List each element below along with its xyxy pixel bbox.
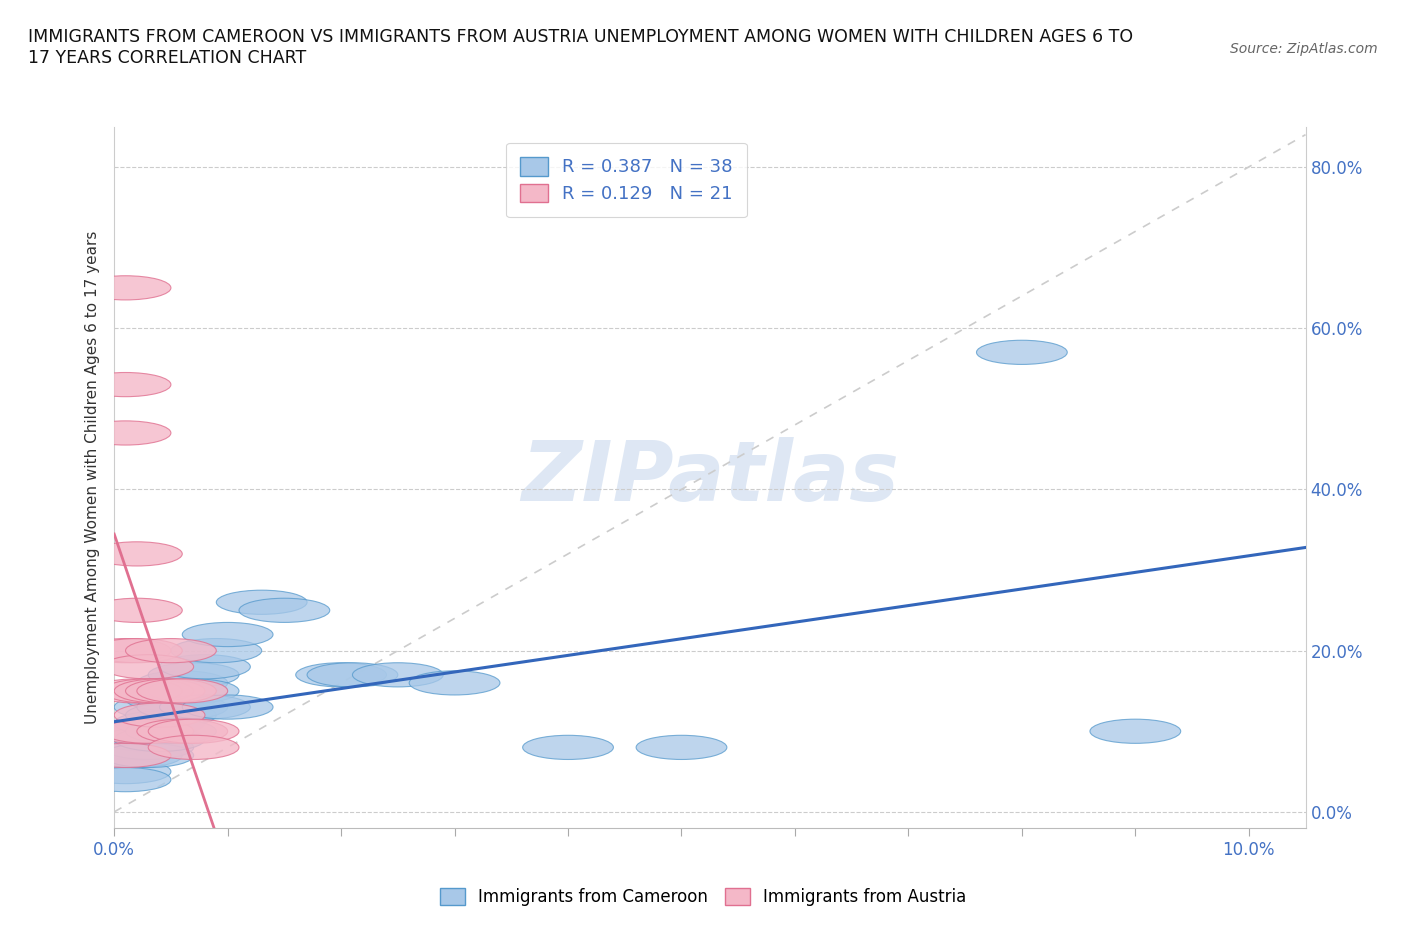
Ellipse shape	[80, 276, 172, 300]
Ellipse shape	[125, 679, 217, 703]
Ellipse shape	[217, 591, 307, 615]
Ellipse shape	[80, 743, 172, 767]
Ellipse shape	[103, 743, 194, 767]
Ellipse shape	[159, 695, 250, 719]
Ellipse shape	[103, 679, 194, 703]
Ellipse shape	[159, 655, 250, 679]
Ellipse shape	[91, 727, 183, 751]
Ellipse shape	[183, 622, 273, 646]
Ellipse shape	[125, 703, 217, 727]
Ellipse shape	[136, 671, 228, 695]
Ellipse shape	[114, 711, 205, 736]
Ellipse shape	[125, 679, 217, 703]
Ellipse shape	[80, 767, 172, 791]
Y-axis label: Unemployment Among Women with Children Ages 6 to 17 years: Unemployment Among Women with Children A…	[86, 231, 100, 724]
Ellipse shape	[295, 663, 387, 687]
Ellipse shape	[91, 598, 183, 622]
Ellipse shape	[148, 719, 239, 743]
Ellipse shape	[136, 679, 228, 703]
Ellipse shape	[125, 719, 217, 743]
Ellipse shape	[103, 719, 194, 743]
Ellipse shape	[80, 639, 172, 663]
Ellipse shape	[148, 663, 239, 687]
Ellipse shape	[636, 736, 727, 760]
Ellipse shape	[91, 719, 183, 743]
Ellipse shape	[91, 719, 183, 743]
Ellipse shape	[80, 373, 172, 397]
Ellipse shape	[172, 639, 262, 663]
Ellipse shape	[239, 598, 330, 622]
Text: ZIPatlas: ZIPatlas	[520, 437, 898, 518]
Ellipse shape	[136, 695, 228, 719]
Ellipse shape	[91, 679, 183, 703]
Ellipse shape	[91, 639, 183, 663]
Ellipse shape	[125, 639, 217, 663]
Ellipse shape	[80, 760, 172, 784]
Ellipse shape	[114, 703, 205, 727]
Ellipse shape	[977, 340, 1067, 365]
Legend: Immigrants from Cameroon, Immigrants from Austria: Immigrants from Cameroon, Immigrants fro…	[433, 881, 973, 912]
Ellipse shape	[80, 421, 172, 445]
Text: Source: ZipAtlas.com: Source: ZipAtlas.com	[1230, 42, 1378, 56]
Legend: R = 0.387   N = 38, R = 0.129   N = 21: R = 0.387 N = 38, R = 0.129 N = 21	[506, 142, 747, 218]
Ellipse shape	[114, 679, 205, 703]
Ellipse shape	[307, 663, 398, 687]
Ellipse shape	[114, 695, 205, 719]
Ellipse shape	[91, 736, 183, 760]
Ellipse shape	[409, 671, 501, 695]
Ellipse shape	[136, 719, 228, 743]
Ellipse shape	[1090, 719, 1181, 743]
Ellipse shape	[353, 663, 443, 687]
Ellipse shape	[114, 727, 205, 751]
Ellipse shape	[103, 727, 194, 751]
Ellipse shape	[103, 655, 194, 679]
Ellipse shape	[103, 736, 194, 760]
Ellipse shape	[523, 736, 613, 760]
Ellipse shape	[103, 719, 194, 743]
Ellipse shape	[91, 743, 183, 767]
Ellipse shape	[148, 736, 239, 760]
Ellipse shape	[136, 679, 228, 703]
Text: IMMIGRANTS FROM CAMEROON VS IMMIGRANTS FROM AUSTRIA UNEMPLOYMENT AMONG WOMEN WIT: IMMIGRANTS FROM CAMEROON VS IMMIGRANTS F…	[28, 28, 1133, 67]
Ellipse shape	[125, 687, 217, 711]
Ellipse shape	[80, 743, 172, 767]
Ellipse shape	[183, 695, 273, 719]
Ellipse shape	[148, 679, 239, 703]
Ellipse shape	[91, 542, 183, 566]
